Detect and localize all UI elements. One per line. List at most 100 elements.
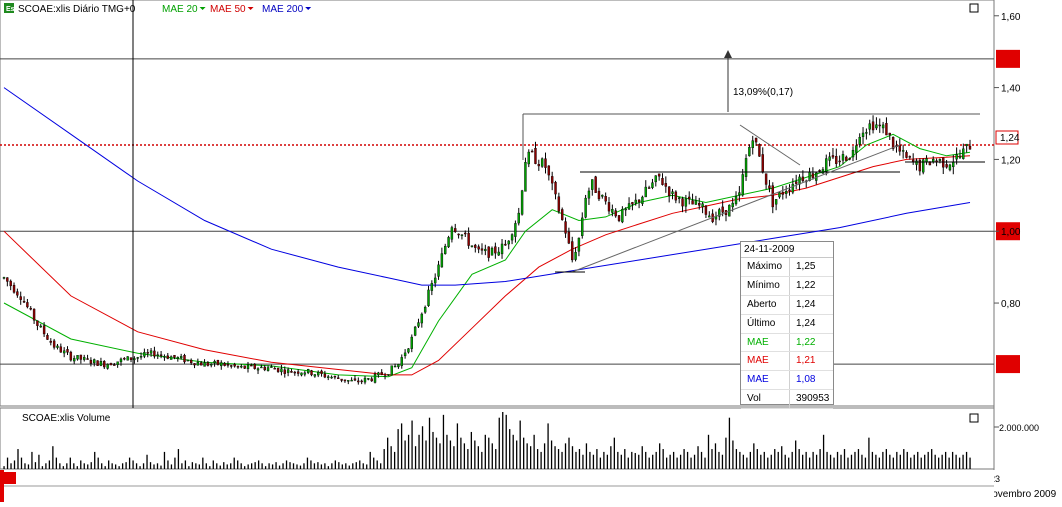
volume-bar	[366, 464, 368, 469]
candle-body	[29, 308, 32, 310]
volume-bar	[582, 454, 584, 469]
app-logo-icon	[4, 3, 14, 13]
volume-bar	[812, 451, 814, 469]
candle-body	[444, 245, 447, 254]
maximize-price-panel-icon[interactable]	[969, 3, 979, 13]
volume-bar	[139, 466, 141, 469]
volume-bar	[223, 462, 225, 469]
volume-bar	[645, 451, 647, 469]
candle-body	[958, 155, 962, 158]
trend-line	[571, 144, 901, 273]
volume-bar	[285, 460, 288, 469]
candle-body	[504, 243, 507, 246]
candle-body	[433, 277, 437, 284]
candle-body	[865, 132, 868, 134]
volume-bar	[149, 462, 152, 469]
volume-bar	[498, 417, 500, 469]
candle-body	[72, 358, 76, 362]
candle-body	[86, 358, 89, 360]
candle-body	[821, 169, 825, 174]
candle-body	[774, 199, 778, 205]
volume-bar	[924, 454, 926, 469]
candle-body	[454, 228, 457, 232]
candle-body	[841, 154, 845, 161]
candle-body	[738, 192, 741, 195]
candle-body	[617, 215, 621, 221]
candle-body	[611, 209, 614, 213]
candle-body	[955, 154, 958, 160]
candle-body	[885, 123, 888, 136]
volume-bar	[540, 451, 542, 469]
volume-bar	[519, 420, 521, 469]
volume-bar	[941, 454, 943, 469]
candle-body	[93, 359, 96, 364]
volume-bar	[463, 443, 466, 469]
volume-bar	[878, 457, 881, 469]
candle-body	[604, 196, 607, 202]
candle-body	[397, 364, 400, 368]
volume-bar	[659, 443, 661, 469]
candle-body	[16, 291, 19, 296]
volume-bar	[160, 465, 162, 469]
candle-body	[290, 371, 293, 373]
candle-body	[708, 215, 711, 218]
volume-bar	[931, 449, 933, 469]
candle-body	[918, 159, 922, 172]
volume-bar	[289, 462, 291, 469]
volume-bar	[833, 457, 835, 469]
candle-body	[855, 145, 858, 153]
volume-bar	[484, 434, 486, 469]
volume-bar	[76, 466, 78, 469]
candle-body	[353, 378, 357, 381]
candle-body	[550, 176, 554, 184]
volume-bar	[104, 466, 106, 469]
volume-bar	[338, 462, 340, 469]
volume-bar	[749, 451, 751, 469]
candle-body	[831, 155, 835, 158]
volume-bar	[198, 464, 200, 469]
candle-body	[718, 209, 721, 217]
info-date: 24-11-2009	[741, 242, 833, 258]
volume-bar	[453, 446, 455, 469]
candle-body	[540, 158, 544, 167]
volume-bars	[3, 412, 971, 469]
volume-bar	[589, 451, 591, 469]
volume-bar	[432, 431, 434, 469]
candle-body	[133, 358, 136, 361]
volume-bar	[296, 464, 298, 469]
volume-bar	[418, 434, 420, 469]
volume-bar	[707, 434, 710, 469]
maximize-volume-panel-icon[interactable]	[969, 413, 979, 423]
volume-bar	[247, 464, 249, 469]
volume-bar	[59, 463, 61, 469]
info-row-value: 390953	[796, 393, 830, 405]
candle-body	[567, 231, 571, 244]
volume-bar	[840, 454, 842, 469]
candle-body	[206, 362, 210, 366]
info-row: Vol 390953	[741, 390, 833, 410]
candle-body	[457, 233, 460, 236]
candle-body	[390, 365, 393, 376]
candle-body	[340, 378, 343, 381]
volume-bar	[585, 443, 588, 469]
volume-bar	[756, 449, 758, 469]
volume-bar	[216, 463, 218, 469]
volume-bar	[822, 434, 825, 469]
candle-body	[561, 209, 564, 220]
volume-bar	[376, 460, 378, 469]
volume-bar	[195, 463, 197, 469]
candle-body	[300, 372, 303, 376]
candle-body	[270, 366, 273, 368]
volume-bar	[767, 457, 769, 469]
candle-body	[925, 158, 928, 163]
candle-body	[106, 364, 109, 369]
candle-body	[313, 374, 317, 377]
volume-title: SCOAE:xlis Volume	[22, 413, 111, 424]
x-month-label: Novembro 2009	[985, 489, 1057, 500]
volume-bar	[142, 463, 145, 469]
volume-bar	[488, 437, 490, 469]
candle-body	[581, 217, 584, 236]
level-marker	[996, 355, 1020, 374]
volume-bar	[672, 451, 675, 469]
